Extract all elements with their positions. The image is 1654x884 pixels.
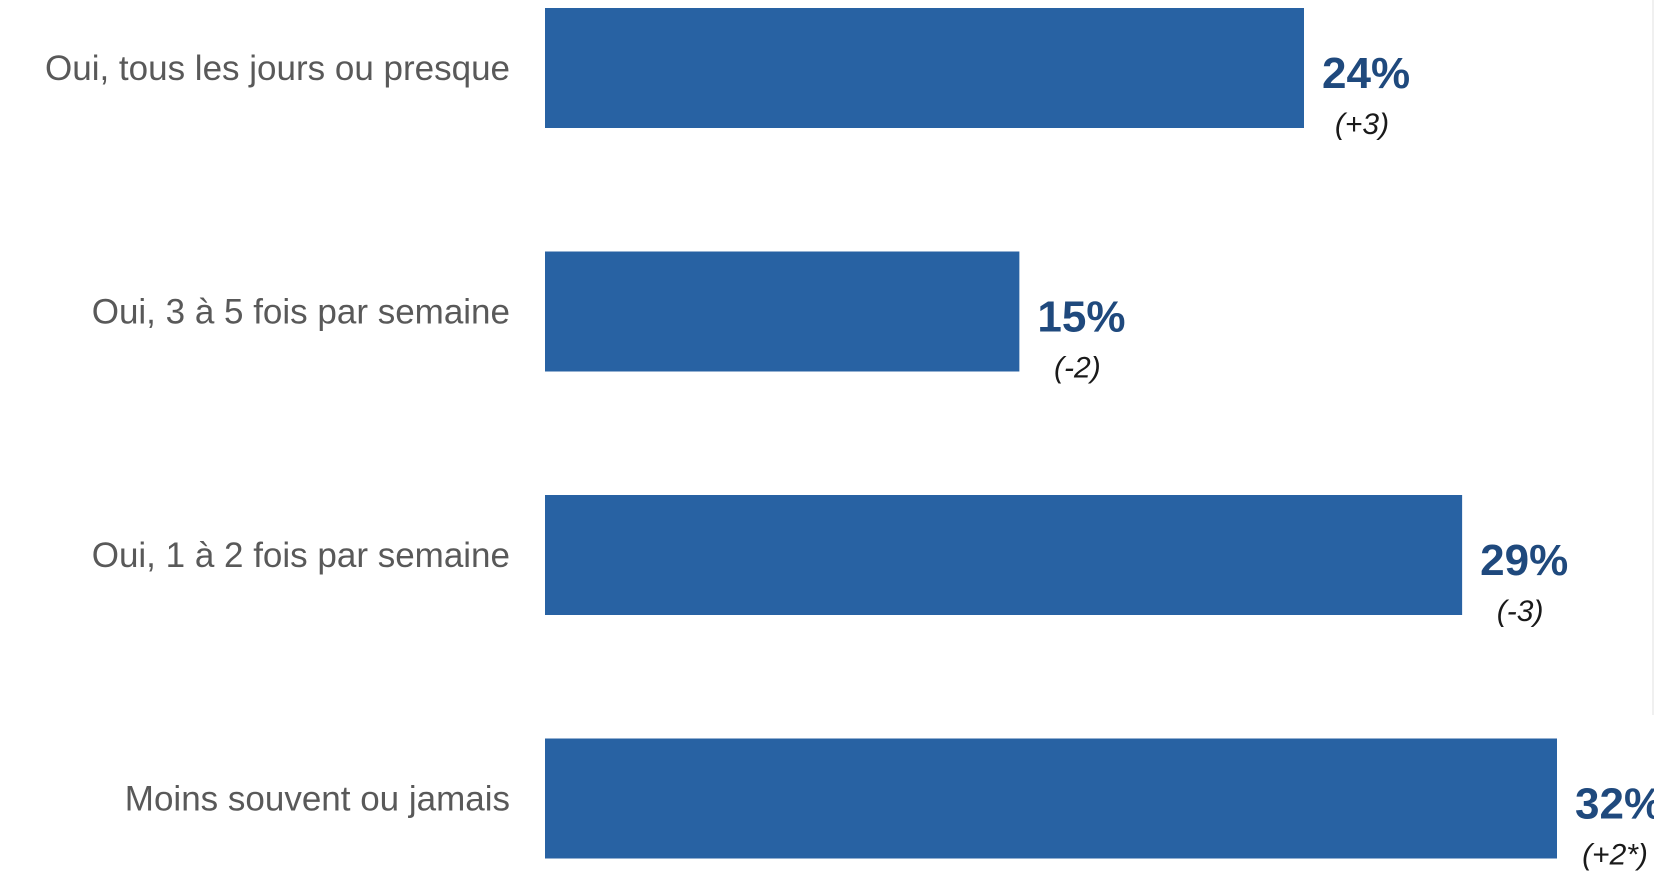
value-label-3: 29% (1480, 536, 1568, 585)
right-edge-line (1652, 0, 1654, 715)
delta-label-4: (+2*) (1582, 839, 1648, 872)
bar-3 (545, 495, 1463, 615)
bars-layer (545, 8, 1557, 859)
category-label-1: Oui, tous les jours ou presque (45, 49, 510, 88)
value-label-1: 24% (1322, 49, 1410, 98)
delta-label-2: (-2) (1054, 352, 1101, 385)
value-label-4: 32% (1575, 780, 1654, 829)
bar-2 (545, 251, 1020, 372)
category-label-2: Oui, 3 à 5 fois par semaine (92, 293, 510, 332)
bar-1 (545, 8, 1304, 128)
category-label-3: Oui, 1 à 2 fois par semaine (92, 536, 510, 575)
bar-4 (545, 738, 1557, 859)
value-label-2: 15% (1037, 293, 1125, 342)
delta-label-1: (+3) (1335, 108, 1389, 141)
delta-label-3: (-3) (1497, 595, 1544, 628)
category-label-4: Moins souvent ou jamais (125, 780, 510, 819)
labels-layer: Oui, tous les jours ou presque 24% (+3) Oui… (45, 49, 1654, 872)
